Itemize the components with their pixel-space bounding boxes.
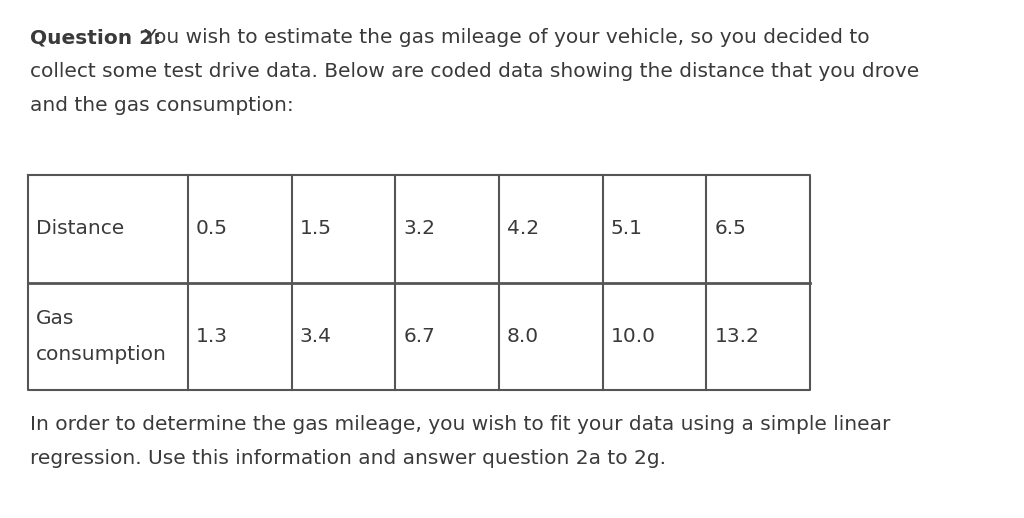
Text: 6.7: 6.7 — [403, 327, 435, 346]
Text: 1.5: 1.5 — [300, 220, 332, 238]
Text: collect some test drive data. Below are coded data showing the distance that you: collect some test drive data. Below are … — [30, 62, 920, 81]
Text: In order to determine the gas mileage, you wish to fit your data using a simple : In order to determine the gas mileage, y… — [30, 415, 891, 434]
Text: 1.3: 1.3 — [196, 327, 228, 346]
Text: and the gas consumption:: and the gas consumption: — [30, 96, 294, 115]
Text: Distance: Distance — [36, 220, 124, 238]
Text: regression. Use this information and answer question 2a to 2g.: regression. Use this information and ans… — [30, 449, 666, 468]
Text: 6.5: 6.5 — [715, 220, 746, 238]
Text: 3.2: 3.2 — [403, 220, 435, 238]
Text: 5.1: 5.1 — [610, 220, 643, 238]
Text: Gas: Gas — [36, 309, 75, 328]
Text: 13.2: 13.2 — [715, 327, 759, 346]
Text: 0.5: 0.5 — [196, 220, 228, 238]
Text: 10.0: 10.0 — [610, 327, 655, 346]
Text: 4.2: 4.2 — [507, 220, 539, 238]
Text: 3.4: 3.4 — [300, 327, 332, 346]
Text: Question 2:: Question 2: — [30, 28, 161, 47]
Text: consumption: consumption — [36, 345, 167, 364]
Text: You wish to estimate the gas mileage of your vehicle, so you decided to: You wish to estimate the gas mileage of … — [138, 28, 869, 47]
Text: 8.0: 8.0 — [507, 327, 539, 346]
